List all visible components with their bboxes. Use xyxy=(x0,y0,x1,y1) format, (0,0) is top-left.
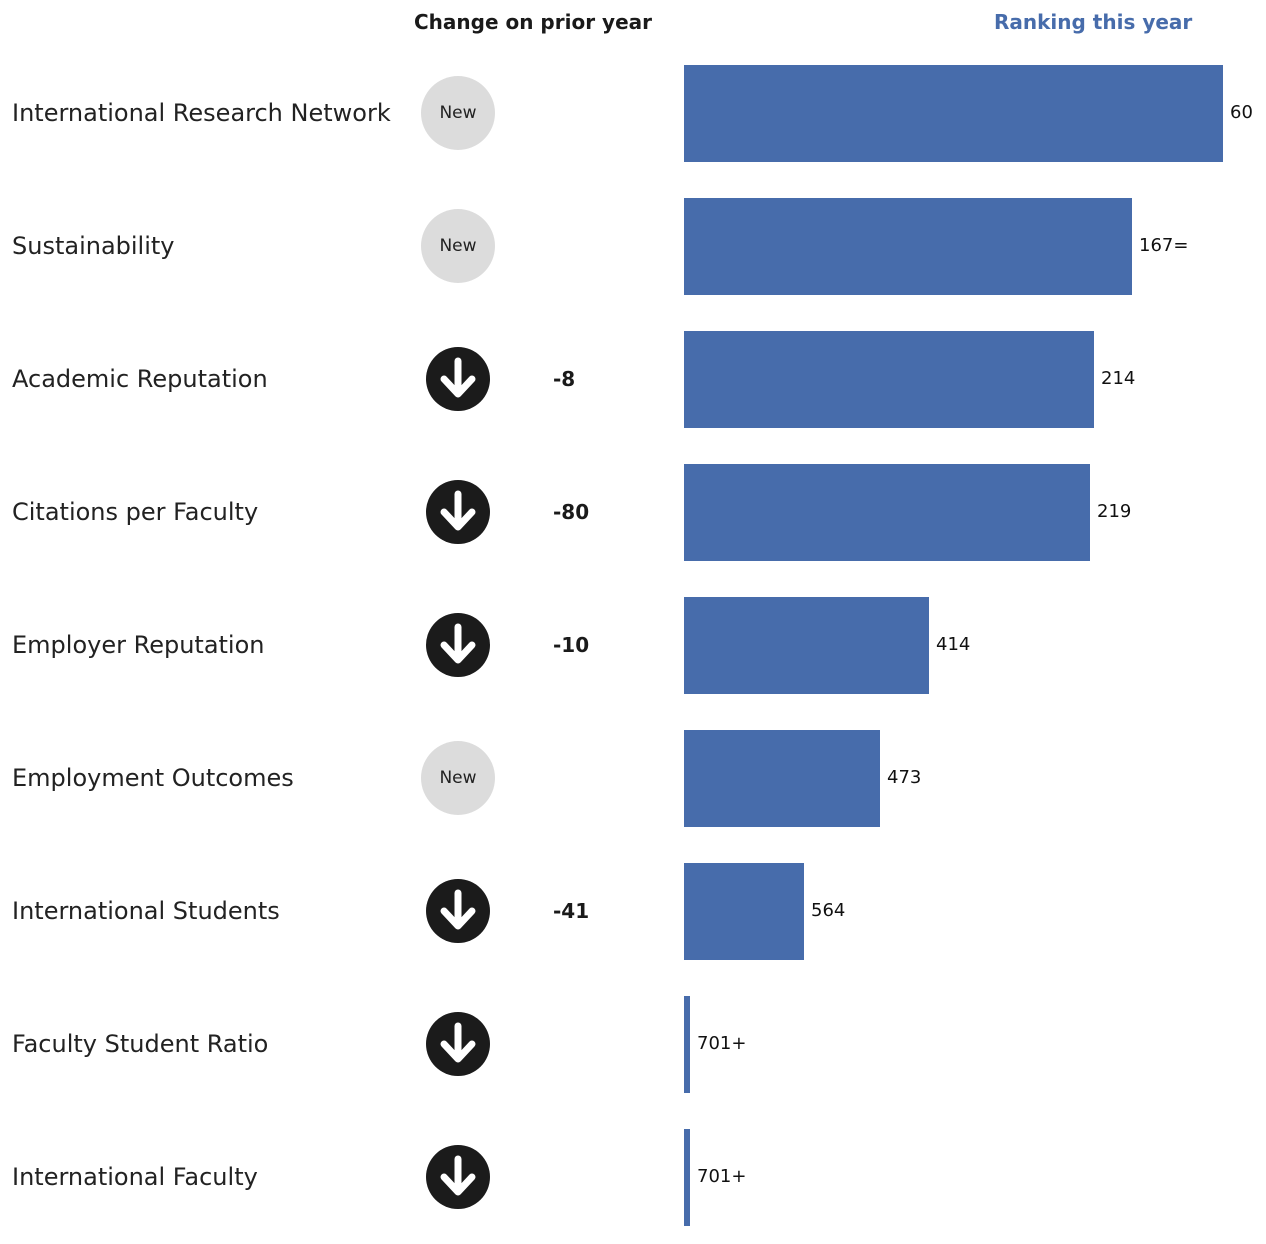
rank-bar xyxy=(684,729,880,827)
change-value: -80 xyxy=(553,500,590,524)
category-label: International Research Network xyxy=(12,99,391,127)
change-header: Change on prior year xyxy=(414,10,652,34)
arrow-down-circle-icon xyxy=(426,347,490,411)
rank-bar xyxy=(684,197,1132,295)
new-badge: New xyxy=(421,76,495,150)
rank-label: 414 xyxy=(936,634,971,655)
chart-row: Academic Reputation -8 214 xyxy=(0,313,1266,446)
category-label: International Students xyxy=(12,897,280,925)
category-label: Faculty Student Ratio xyxy=(12,1030,269,1058)
chart-row: International Research Network New 60 xyxy=(0,47,1266,180)
rank-label: 60 xyxy=(1230,102,1253,123)
rank-label: 167= xyxy=(1139,235,1189,256)
chart-row: International Faculty 701+ xyxy=(0,1111,1266,1244)
new-badge: New xyxy=(421,741,495,815)
rank-label: 473 xyxy=(887,767,922,788)
rank-bar xyxy=(684,64,1223,162)
rank-bar xyxy=(684,463,1090,561)
rank-label: 214 xyxy=(1101,368,1136,389)
category-label: Employment Outcomes xyxy=(12,764,294,792)
chart-row: Faculty Student Ratio 701+ xyxy=(0,978,1266,1111)
category-label: Academic Reputation xyxy=(12,365,268,393)
category-label: Citations per Faculty xyxy=(12,498,259,526)
rank-bar xyxy=(684,1128,690,1226)
chart-row: Employer Reputation -10 414 xyxy=(0,579,1266,712)
arrow-down-circle-icon xyxy=(426,879,490,943)
rank-label: 219 xyxy=(1097,501,1132,522)
rank-label: 701+ xyxy=(697,1166,747,1187)
rank-label: 701+ xyxy=(697,1033,747,1054)
chart-row: Sustainability New 167= xyxy=(0,180,1266,313)
rank-bar xyxy=(684,862,804,960)
change-value: -41 xyxy=(553,899,590,923)
category-label: Employer Reputation xyxy=(12,631,265,659)
arrow-down-circle-icon xyxy=(426,480,490,544)
category-label: Sustainability xyxy=(12,232,175,260)
chart-row: Employment Outcomes New 473 xyxy=(0,712,1266,845)
arrow-down-circle-icon xyxy=(426,613,490,677)
rank-bar xyxy=(684,995,690,1093)
rank-bar xyxy=(684,330,1094,428)
change-value: -8 xyxy=(553,367,576,391)
change-value: -10 xyxy=(553,633,590,657)
arrow-down-circle-icon xyxy=(426,1012,490,1076)
arrow-down-circle-icon xyxy=(426,1145,490,1209)
ranking-header: Ranking this year xyxy=(994,10,1193,34)
rank-bar xyxy=(684,596,929,694)
category-label: International Faculty xyxy=(12,1163,258,1191)
new-badge: New xyxy=(421,209,495,283)
chart-row: Citations per Faculty -80 219 xyxy=(0,446,1266,579)
rank-label: 564 xyxy=(811,900,846,921)
chart-row: International Students -41 564 xyxy=(0,845,1266,978)
